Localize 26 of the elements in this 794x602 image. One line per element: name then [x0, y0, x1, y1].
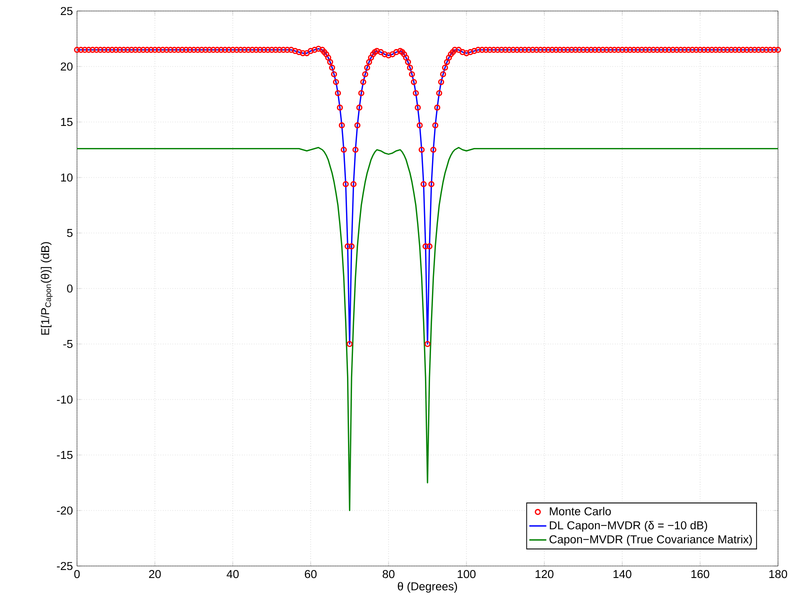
y-axis-title: E[1/P$_{Capon}$(θ)] (dB) [40, 242, 53, 335]
x-tick-label: 180 [769, 570, 788, 578]
y-tick-label: 15 [61, 118, 72, 126]
legend-label: Capon−MVDR (True Covariance Matrix) [550, 534, 752, 546]
x-tick-label: 0 [74, 570, 80, 578]
x-tick-label: 160 [691, 570, 710, 578]
x-axis-title: θ (Degrees) [398, 582, 458, 593]
legend-label: DL Capon−MVDR (δ = −10 dB) [550, 520, 708, 532]
x-tick-label: 60 [304, 570, 317, 578]
y-tick-label: 0 [67, 284, 73, 293]
x-tick-label: 120 [536, 570, 554, 578]
y-tick-label: -25 [56, 562, 72, 570]
x-tick-label: 140 [614, 570, 632, 578]
y-tick-label: 10 [61, 173, 73, 182]
y-tick-label: -5 [63, 340, 72, 348]
y-tick-label: 5 [67, 229, 72, 237]
x-tick-label: 100 [458, 570, 476, 578]
y-tick-label: 25 [60, 6, 72, 16]
x-tick-label: 80 [382, 570, 394, 578]
x-tick-label: 40 [226, 570, 239, 578]
legend-label: Monte Carlo [550, 506, 611, 516]
y-tick-label: 20 [60, 62, 73, 71]
y-tick-label: -10 [56, 395, 73, 404]
y-tick-label: -20 [56, 506, 73, 515]
x-tick-label: 20 [149, 570, 161, 578]
y-tick-label: -15 [56, 451, 72, 459]
